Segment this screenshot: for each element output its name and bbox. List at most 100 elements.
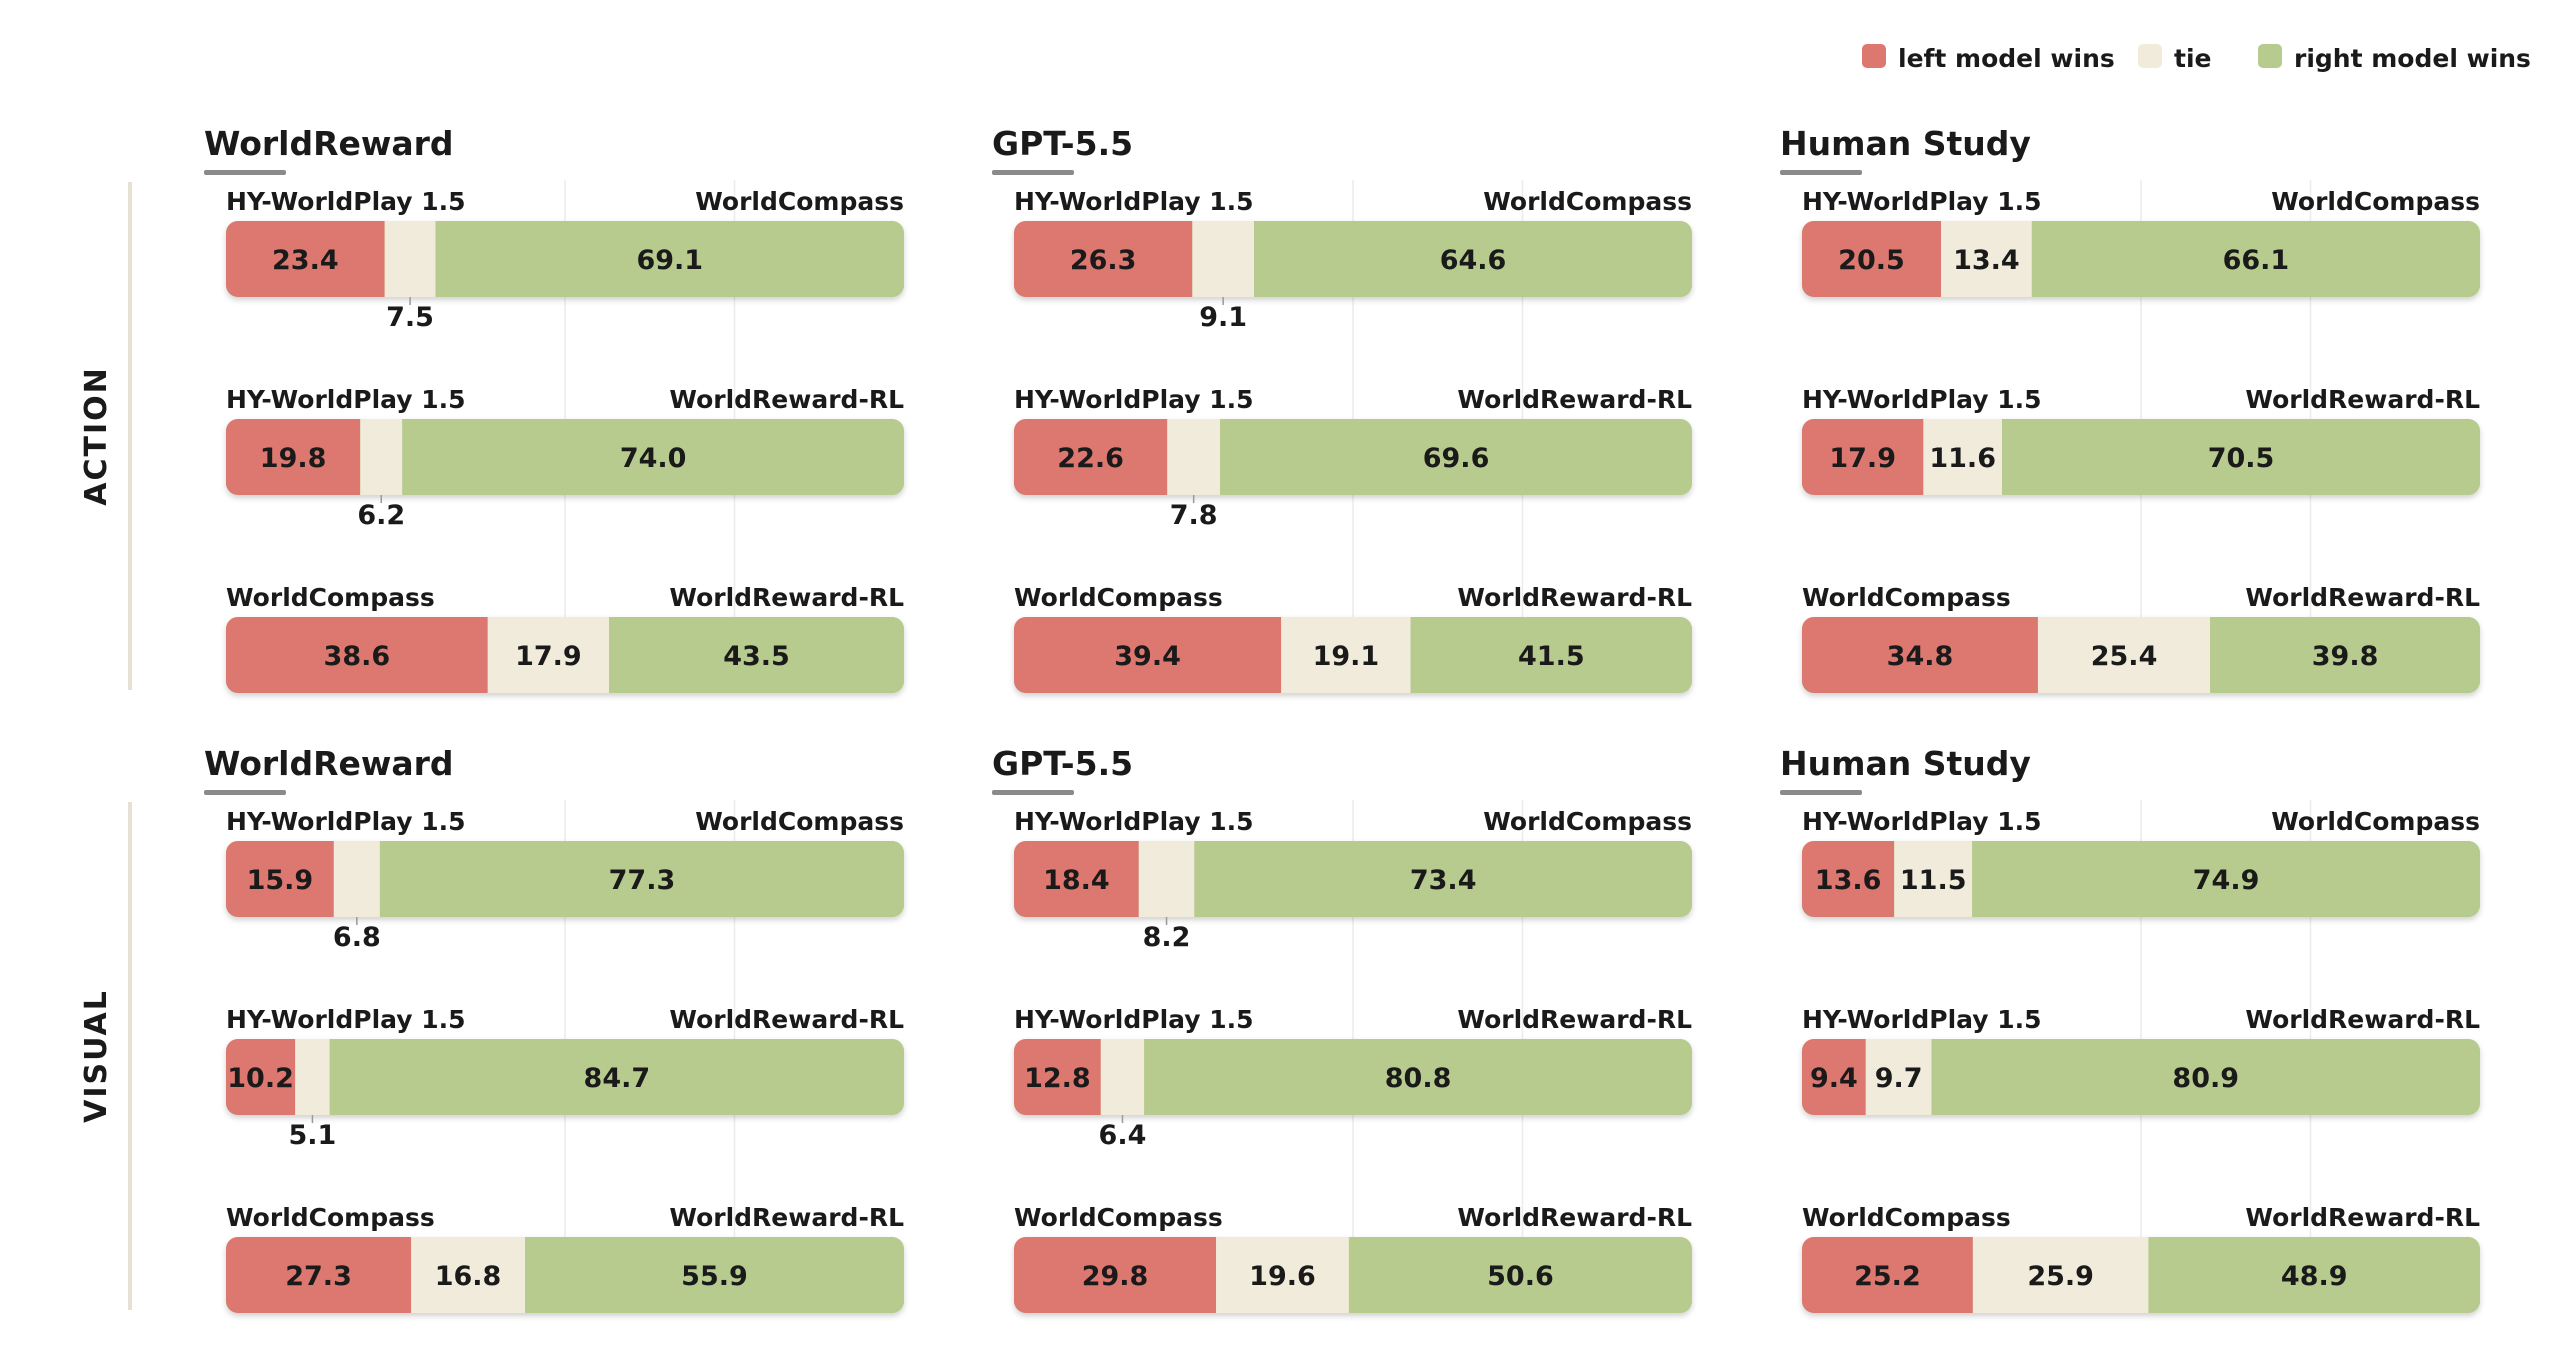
tie-bar bbox=[1167, 419, 1221, 495]
comparison-row: HY-WorldPlay 1.5 WorldCompass 15.9 6.8 77.3 bbox=[226, 807, 904, 953]
bar-segments bbox=[1802, 1237, 2480, 1313]
comparison-row: WorldCompass WorldReward-RL 39.4 19.1 41.5 bbox=[1014, 583, 1692, 693]
panel-title: GPT-5.5 bbox=[992, 744, 1133, 783]
comparison-row: WorldCompass WorldReward-RL 29.8 19.6 50.6 bbox=[1014, 1203, 1692, 1313]
right-wins-bar bbox=[1144, 1039, 1692, 1115]
right-model-label: WorldReward-RL bbox=[669, 1203, 904, 1232]
tie-value: 19.1 bbox=[1313, 641, 1380, 672]
left-wins-value: 18.4 bbox=[1043, 865, 1110, 896]
left-wins-value: 39.4 bbox=[1114, 641, 1181, 672]
title-underline bbox=[1780, 790, 1862, 795]
bar-segments bbox=[226, 221, 904, 297]
left-model-label: HY-WorldPlay 1.5 bbox=[1014, 807, 1254, 836]
left-wins-bar bbox=[226, 1237, 412, 1313]
right-wins-bar bbox=[329, 1039, 904, 1115]
comparison-row: HY-WorldPlay 1.5 WorldCompass 23.4 7.5 69.1 bbox=[226, 187, 904, 333]
panel-gpt-5-5: GPT-5.5 HY-WorldPlay 1.5 WorldCompass 18.4 8… bbox=[992, 744, 1692, 1313]
tie-value: 25.4 bbox=[2091, 641, 2158, 672]
legend-swatch-tie bbox=[2138, 44, 2162, 68]
left-model-label: WorldCompass bbox=[1014, 1203, 1223, 1232]
left-wins-bar bbox=[226, 419, 361, 495]
left-wins-bar bbox=[1802, 1237, 1973, 1313]
tie-bar bbox=[2037, 617, 2211, 693]
title-underline bbox=[204, 790, 286, 795]
tie-value: 16.8 bbox=[435, 1261, 502, 1292]
bar-segments bbox=[1802, 841, 2480, 917]
tie-value: 6.4 bbox=[1099, 1120, 1147, 1151]
tie-bar bbox=[411, 1237, 525, 1313]
right-model-label: WorldReward-RL bbox=[1457, 583, 1692, 612]
panel-title: Human Study bbox=[1780, 744, 2031, 783]
right-wins-bar bbox=[2031, 221, 2480, 297]
bar-segments bbox=[1014, 419, 1692, 495]
panel-title: GPT-5.5 bbox=[992, 124, 1133, 163]
left-model-label: HY-WorldPlay 1.5 bbox=[1014, 1005, 1254, 1034]
left-model-label: WorldCompass bbox=[1014, 583, 1223, 612]
tie-bar bbox=[1192, 221, 1255, 297]
right-wins-bar bbox=[1220, 419, 1692, 495]
group-label: ACTION bbox=[79, 366, 114, 505]
title-underline bbox=[992, 790, 1074, 795]
right-wins-bar bbox=[1972, 841, 2480, 917]
left-wins-bar bbox=[226, 1039, 296, 1115]
bar-segments bbox=[226, 1237, 904, 1313]
legend-item-right: right model wins bbox=[2258, 44, 2531, 73]
panel-title: Human Study bbox=[1780, 124, 2031, 163]
tie-value: 5.1 bbox=[289, 1120, 337, 1151]
legend-label-left: left model wins bbox=[1898, 44, 2115, 73]
tie-bar bbox=[1940, 221, 2032, 297]
right-wins-value: 84.7 bbox=[584, 1063, 651, 1094]
left-wins-value: 34.8 bbox=[1887, 641, 1954, 672]
right-wins-value: 74.0 bbox=[620, 443, 687, 474]
right-model-label: WorldReward-RL bbox=[2245, 1005, 2480, 1034]
tie-bar bbox=[360, 419, 403, 495]
left-wins-bar bbox=[1802, 1039, 1866, 1115]
right-wins-value: 77.3 bbox=[609, 865, 676, 896]
right-wins-value: 50.6 bbox=[1487, 1261, 1554, 1292]
tie-bar bbox=[1894, 841, 1973, 917]
title-underline bbox=[204, 170, 286, 175]
tie-bar bbox=[1923, 419, 2003, 495]
left-wins-bar bbox=[1014, 841, 1139, 917]
right-wins-value: 48.9 bbox=[2281, 1261, 2348, 1292]
comparison-row: HY-WorldPlay 1.5 WorldReward-RL 12.8 6.4 80.… bbox=[1014, 1005, 1692, 1151]
left-wins-value: 12.8 bbox=[1024, 1063, 1091, 1094]
right-wins-value: 70.5 bbox=[2208, 443, 2275, 474]
tie-value: 19.6 bbox=[1249, 1261, 1316, 1292]
left-model-label: HY-WorldPlay 1.5 bbox=[1802, 187, 2042, 216]
tie-value: 9.7 bbox=[1875, 1063, 1923, 1094]
right-wins-bar bbox=[1410, 617, 1692, 693]
right-model-label: WorldCompass bbox=[2271, 187, 2480, 216]
tie-bar bbox=[1281, 617, 1411, 693]
right-wins-bar bbox=[1348, 1237, 1692, 1313]
left-wins-value: 23.4 bbox=[272, 245, 339, 276]
tie-bar bbox=[384, 221, 436, 297]
bar-segments bbox=[1014, 841, 1692, 917]
left-wins-bar bbox=[226, 617, 488, 693]
left-model-label: HY-WorldPlay 1.5 bbox=[226, 187, 466, 216]
tie-bar bbox=[333, 841, 380, 917]
left-model-label: HY-WorldPlay 1.5 bbox=[1802, 807, 2042, 836]
left-wins-bar bbox=[226, 841, 334, 917]
left-wins-value: 15.9 bbox=[247, 865, 314, 896]
right-wins-value: 66.1 bbox=[2223, 245, 2290, 276]
left-wins-bar bbox=[1802, 617, 2038, 693]
left-wins-bar bbox=[1014, 1039, 1101, 1115]
left-wins-value: 9.4 bbox=[1810, 1063, 1858, 1094]
comparison-row: HY-WorldPlay 1.5 WorldReward-RL 17.9 11.6 70… bbox=[1802, 385, 2480, 495]
right-wins-value: 74.9 bbox=[2193, 865, 2260, 896]
left-wins-value: 10.2 bbox=[227, 1063, 294, 1094]
right-wins-bar bbox=[524, 1237, 904, 1313]
comparison-row: WorldCompass WorldReward-RL 27.3 16.8 55.9 bbox=[226, 1203, 904, 1313]
left-wins-value: 25.2 bbox=[1854, 1261, 1921, 1292]
right-wins-bar bbox=[2210, 617, 2480, 693]
left-model-label: HY-WorldPlay 1.5 bbox=[1802, 385, 2042, 414]
right-wins-value: 55.9 bbox=[681, 1261, 748, 1292]
bar-segments bbox=[1014, 1039, 1692, 1115]
legend-swatch-left bbox=[1862, 44, 1886, 68]
right-wins-value: 73.4 bbox=[1410, 865, 1477, 896]
bar-segments bbox=[226, 617, 904, 693]
right-model-label: WorldReward-RL bbox=[1457, 1203, 1692, 1232]
title-underline bbox=[1780, 170, 1862, 175]
